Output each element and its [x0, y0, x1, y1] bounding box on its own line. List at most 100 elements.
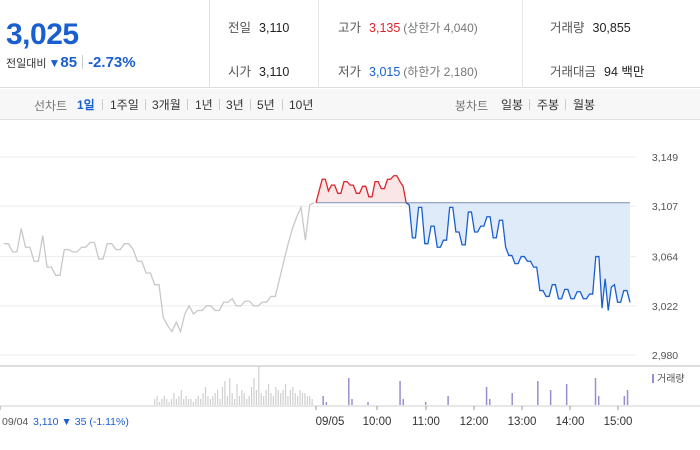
- stat-label: 거래대금: [550, 65, 597, 79]
- divider: [219, 99, 220, 110]
- volume-bar: [284, 384, 287, 405]
- volume-bar: [243, 393, 245, 405]
- volume-bar: [325, 402, 328, 405]
- quote-summary: 3,025 전일대비 ▼85 -2.73% 전일 3,110 시가 3,110 고가 3,…: [0, 0, 700, 88]
- current-price: 3,025: [6, 18, 79, 51]
- stat-open: 시가 3,110: [228, 61, 289, 80]
- range-5y[interactable]: 5년: [257, 98, 275, 112]
- prev-day-change-pct: (-1.11%): [89, 416, 128, 428]
- volume-bar: [297, 396, 299, 405]
- volume-bar: [231, 393, 233, 405]
- divider: [565, 99, 566, 110]
- upper-limit: (상한가 4,040): [403, 21, 478, 35]
- volume-bar: [175, 399, 178, 405]
- chart-toolbar: 선차트 1일 1주일 3개월 1년 3년 5년 10년 봉차트 일봉 주봉 월봉: [0, 89, 700, 120]
- volume-bar: [207, 396, 209, 405]
- range-3m[interactable]: 3개월: [152, 98, 181, 112]
- x-tick-label: 12:00: [460, 416, 489, 428]
- x-tick-label: 10:00: [363, 416, 392, 428]
- stat-label: 전일: [228, 21, 252, 35]
- up-line: [315, 175, 410, 206]
- volume-bar: [183, 399, 185, 405]
- candle-monthly[interactable]: 월봉: [573, 98, 596, 112]
- volume-bar: [351, 399, 353, 405]
- stat-value: 3,015: [369, 65, 401, 79]
- volume-bar: [217, 390, 219, 405]
- volume-bar: [221, 387, 224, 405]
- stat-label: 저가: [338, 65, 362, 79]
- volume-bar: [299, 390, 301, 405]
- prev-day-line: [4, 202, 315, 334]
- prev-day-date: 09/04: [2, 416, 28, 428]
- range-3y[interactable]: 3년: [226, 98, 244, 112]
- divider: [529, 99, 530, 110]
- divider: [145, 99, 146, 110]
- volume-bar: [202, 393, 204, 405]
- y-tick-label: 2,980: [652, 350, 678, 362]
- candle-weekly[interactable]: 주봉: [537, 98, 560, 112]
- volume-bar: [168, 402, 170, 405]
- divider: [282, 99, 283, 110]
- volume-bar: [197, 396, 199, 405]
- y-tick-label: 3,107: [652, 201, 678, 213]
- volume-bar: [250, 387, 253, 405]
- prev-day-change: 35: [75, 416, 87, 428]
- volume-bar: [161, 399, 163, 405]
- change-percent: -2.73%: [88, 54, 136, 71]
- volume-bar: [212, 396, 214, 405]
- stat-value: 3,110: [259, 21, 290, 35]
- volume-bar: [255, 390, 258, 405]
- volume-bar: [311, 399, 313, 405]
- volume-bar: [267, 384, 270, 405]
- volume-bar: [565, 384, 568, 405]
- stat-value: 3,110: [259, 65, 290, 79]
- candle-daily[interactable]: 일봉: [501, 98, 524, 112]
- volume-bar: [597, 396, 600, 405]
- volume-bar: [241, 390, 243, 405]
- volume-bar: [158, 402, 161, 405]
- volume-bar: [178, 396, 180, 405]
- price-lines: [4, 175, 631, 334]
- volume-bar: [626, 390, 629, 405]
- down-area: [406, 202, 630, 311]
- volume-bar: [173, 393, 175, 405]
- volume-bar: [236, 384, 238, 405]
- volume-bar: [511, 393, 513, 405]
- prev-day-summary: 3,110 ▼ 35 (-1.11%): [33, 416, 129, 428]
- stat-value: 30,855: [592, 21, 631, 35]
- y-tick-label: 3,064: [652, 252, 678, 264]
- volume-bar: [195, 399, 197, 405]
- volume-bar: [277, 390, 279, 405]
- volume-bar: [234, 399, 236, 405]
- volume-bar: [219, 399, 221, 405]
- volume-bar: [226, 396, 228, 405]
- volume-bar: [258, 366, 260, 405]
- stat-label: 거래량: [550, 21, 585, 35]
- volume-bar: [163, 396, 165, 405]
- divider: [522, 0, 523, 88]
- stat-low: 저가 3,015 (하한가 2,180): [338, 61, 478, 80]
- price-chart[interactable]: 3,149 3,107 3,064 3,022 2,980 거래량 09/05 10:00…: [0, 121, 700, 450]
- volume-legend: 거래량: [657, 373, 685, 385]
- range-1y[interactable]: 1년: [195, 98, 213, 112]
- volume-bar: [190, 399, 192, 405]
- change-amount: 85: [60, 54, 78, 71]
- range-1w[interactable]: 1주일: [110, 98, 139, 112]
- volume-bar: [402, 399, 405, 405]
- range-10y[interactable]: 10년: [289, 98, 314, 112]
- price-fills: [316, 175, 630, 311]
- x-tick-label: 13:00: [508, 416, 537, 428]
- volume-bar: [348, 378, 350, 405]
- volume-bar: [292, 387, 294, 405]
- volume-bar: [214, 393, 216, 405]
- volume-bar: [485, 387, 488, 405]
- volume-bar: [301, 393, 304, 405]
- volume-bar: [263, 396, 265, 405]
- volume-bar: [204, 387, 207, 405]
- x-tick-label: 14:00: [556, 416, 585, 428]
- volume-bar: [187, 399, 190, 405]
- range-1d[interactable]: 1일: [77, 98, 95, 112]
- volume-bar: [304, 393, 306, 405]
- lower-limit: (하한가 2,180): [403, 65, 478, 79]
- volume-bar: [185, 396, 187, 405]
